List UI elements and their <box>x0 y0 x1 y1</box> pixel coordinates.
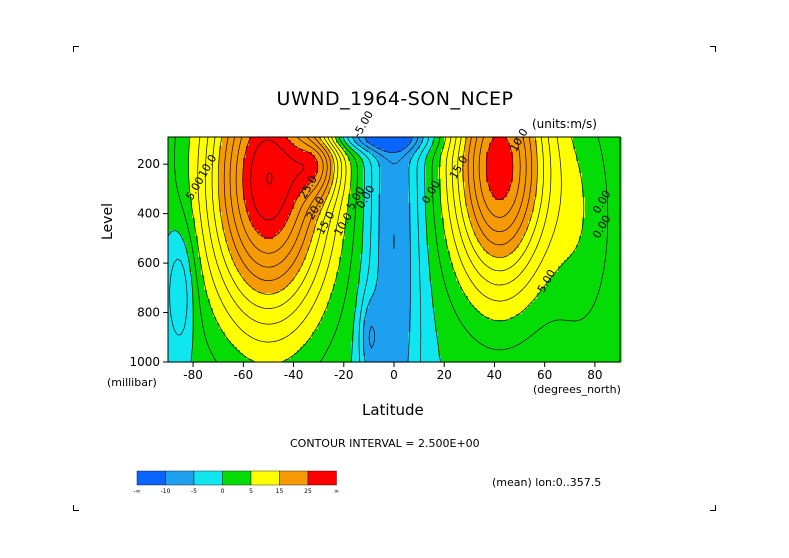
corner-mark-top-left <box>73 46 79 52</box>
contour-line <box>169 136 429 363</box>
x-axis-unit: (degrees_north) <box>533 383 621 396</box>
y-axis-unit: (millibar) <box>107 376 157 389</box>
contour-line <box>250 139 305 221</box>
colorbar-swatch <box>193 470 223 486</box>
contour-line <box>235 136 521 254</box>
contour-line <box>167 136 441 363</box>
x-tick-label: -80 <box>183 368 203 382</box>
colorbar-swatch <box>165 470 195 486</box>
y-tick-label: 1000 <box>129 355 160 369</box>
y-tick-label: 400 <box>137 207 160 221</box>
contour-line <box>211 136 544 309</box>
colorbar-label: 5 <box>249 488 253 495</box>
contour-line <box>266 172 273 185</box>
x-tick-label: 0 <box>390 368 398 382</box>
y-tick-label: 200 <box>137 157 160 171</box>
contour-label: -5.00 <box>351 109 376 140</box>
colorbar-label: 0 <box>221 488 225 495</box>
contour-line <box>217 136 538 295</box>
y-axis-title: Level <box>100 203 116 240</box>
contour-line <box>174 136 609 363</box>
colorbar-swatch <box>222 470 252 486</box>
colorbar-label: -∞ <box>133 488 140 495</box>
x-tick-label: 40 <box>487 368 502 382</box>
contour-line <box>242 136 514 239</box>
colorbar-label: 15 <box>276 488 284 495</box>
colorbar-swatch <box>136 470 166 486</box>
colorbar-label: -5 <box>191 488 197 495</box>
x-tick-label: 60 <box>537 368 552 382</box>
contour-line <box>229 136 527 268</box>
x-tick-label: -40 <box>284 368 304 382</box>
y-tick-label: 600 <box>137 256 160 270</box>
x-axis-title: Latitude <box>362 401 424 419</box>
colorbar-label: ∞ <box>334 488 339 495</box>
contour-line <box>352 136 424 363</box>
units-label: (units:m/s) <box>532 117 597 131</box>
chart-title: UWND_1964-SON_NCEP <box>276 88 514 110</box>
x-tick-label: -20 <box>334 368 354 382</box>
contour-line <box>188 136 585 363</box>
y-tick-label: 800 <box>137 306 160 320</box>
colorbar-label: -10 <box>161 488 171 495</box>
corner-mark-bottom-right <box>710 505 716 511</box>
colorbar-label: 25 <box>304 488 312 495</box>
x-tick-label: 80 <box>587 368 602 382</box>
contour-line <box>223 136 533 282</box>
contour-lines <box>167 136 609 363</box>
x-tick-label: 20 <box>437 368 452 382</box>
corner-mark-bottom-left <box>73 505 79 511</box>
colorbar-swatch <box>307 470 337 486</box>
corner-mark-top-right <box>710 46 716 52</box>
contour-interval-text: CONTOUR INTERVAL = 2.500E+00 <box>290 437 480 450</box>
contour-line <box>204 136 552 325</box>
mean-longitude-text: (mean) lon:0..357.5 <box>492 476 602 489</box>
colorbar-swatch <box>279 470 309 486</box>
contour-line <box>197 136 562 343</box>
colorbar-swatch <box>250 470 280 486</box>
x-tick-label: -60 <box>234 368 254 382</box>
